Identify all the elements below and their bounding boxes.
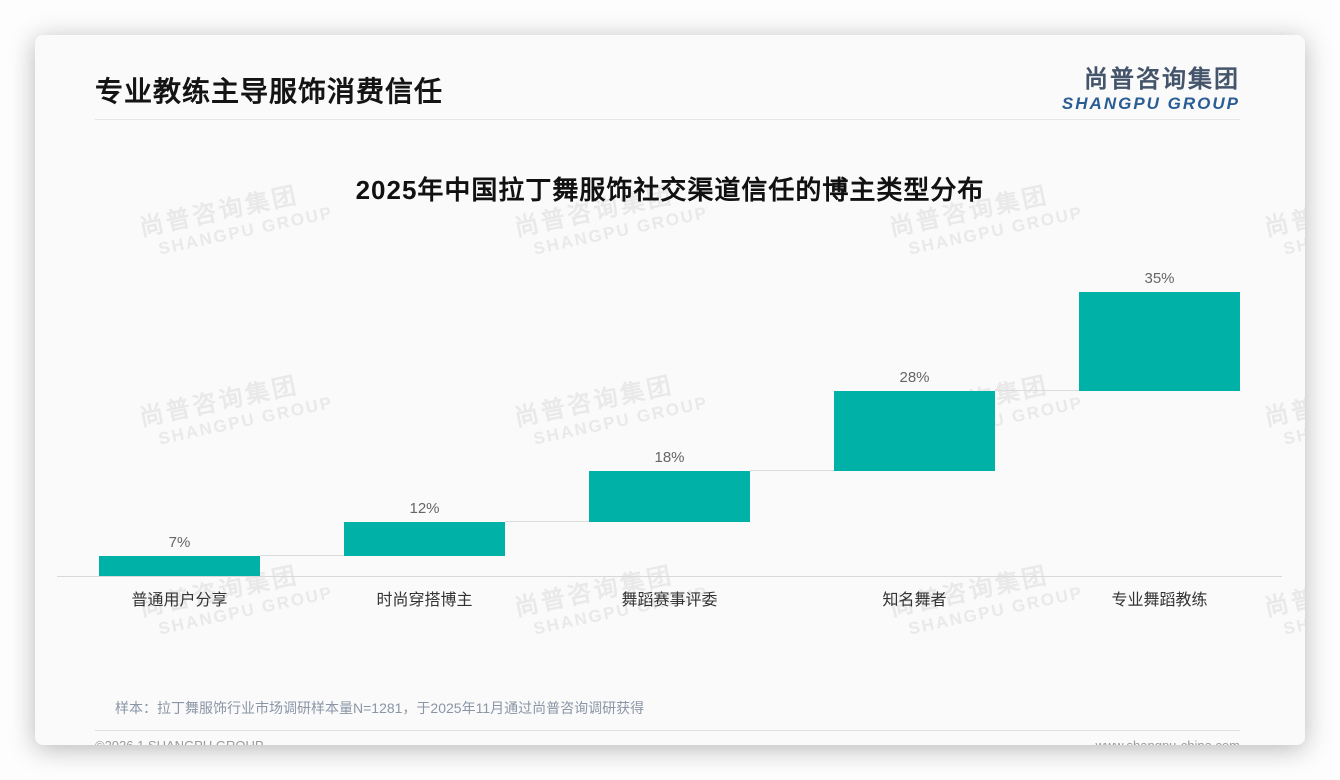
header-divider: [95, 119, 1240, 120]
data-label: 12%: [409, 500, 440, 518]
sample-note: 样本：拉丁舞服饰行业市场调研样本量N=1281，于2025年11月通过尚普咨询调…: [115, 700, 645, 716]
bar-segment: [588, 470, 751, 523]
logo-english-text: SHANGPU GROUP: [1061, 94, 1240, 114]
website-url: www.shangpu-china.com: [1095, 738, 1240, 745]
x-axis-labels: 普通用户分享 时尚穿搭博主 舞蹈赛事评委 知名舞者 专业舞蹈教练: [57, 577, 1282, 610]
chart-title: 2025年中国拉丁舞服饰社交渠道信任的博主类型分布: [355, 175, 985, 205]
step-connector-line: [505, 521, 589, 523]
bar-segment: [1078, 292, 1241, 392]
step-connector-line: [995, 390, 1079, 392]
chart: 7% 12% 18% 28% 35% 普通用户分享 时尚穿搭博主 舞蹈赛事评委 知名舞者 专业舞…: [57, 269, 1282, 610]
data-label: 28%: [899, 369, 930, 387]
plot-area: 7% 12% 18% 28% 35%: [57, 269, 1282, 577]
step-connector-line: [750, 469, 834, 471]
header: 专业教练主导服饰消费信任 尚普咨询集团 SHANGPU GROUP: [35, 35, 1305, 119]
bar-segment: [98, 556, 261, 576]
x-axis-category-label: 知名舞者: [882, 592, 947, 609]
x-axis-category-label: 普通用户分享: [131, 592, 228, 609]
x-axis-category-label: 时尚穿搭博主: [376, 592, 473, 609]
slide-card: 尚普咨询集团 SHANGPU GROUP 尚普咨询集团 SHANGPU GROUP 尚普…: [35, 35, 1305, 745]
page-title: 专业教练主导服饰消费信任: [95, 76, 444, 107]
logo-chinese-text: 尚普咨询集团: [1084, 66, 1240, 94]
copyright-text: ©2026.1 SHANGPU GROUP: [95, 738, 264, 745]
data-label: 18%: [654, 448, 685, 466]
footer: ©2026.1 SHANGPU GROUP www.shangpu-china.…: [35, 731, 1305, 745]
company-logo: 尚普咨询集团 SHANGPU GROUP: [1062, 66, 1240, 113]
footer-divider: [95, 730, 1240, 731]
x-axis-category-label: 舞蹈赛事评委: [621, 592, 718, 609]
step-connector-line: [260, 555, 344, 557]
data-label: 7%: [168, 534, 191, 552]
data-label: 35%: [1144, 270, 1175, 287]
bar-segment: [343, 522, 506, 557]
x-axis-category-label: 专业舞蹈教练: [1111, 592, 1208, 609]
bar-segment: [833, 391, 996, 471]
